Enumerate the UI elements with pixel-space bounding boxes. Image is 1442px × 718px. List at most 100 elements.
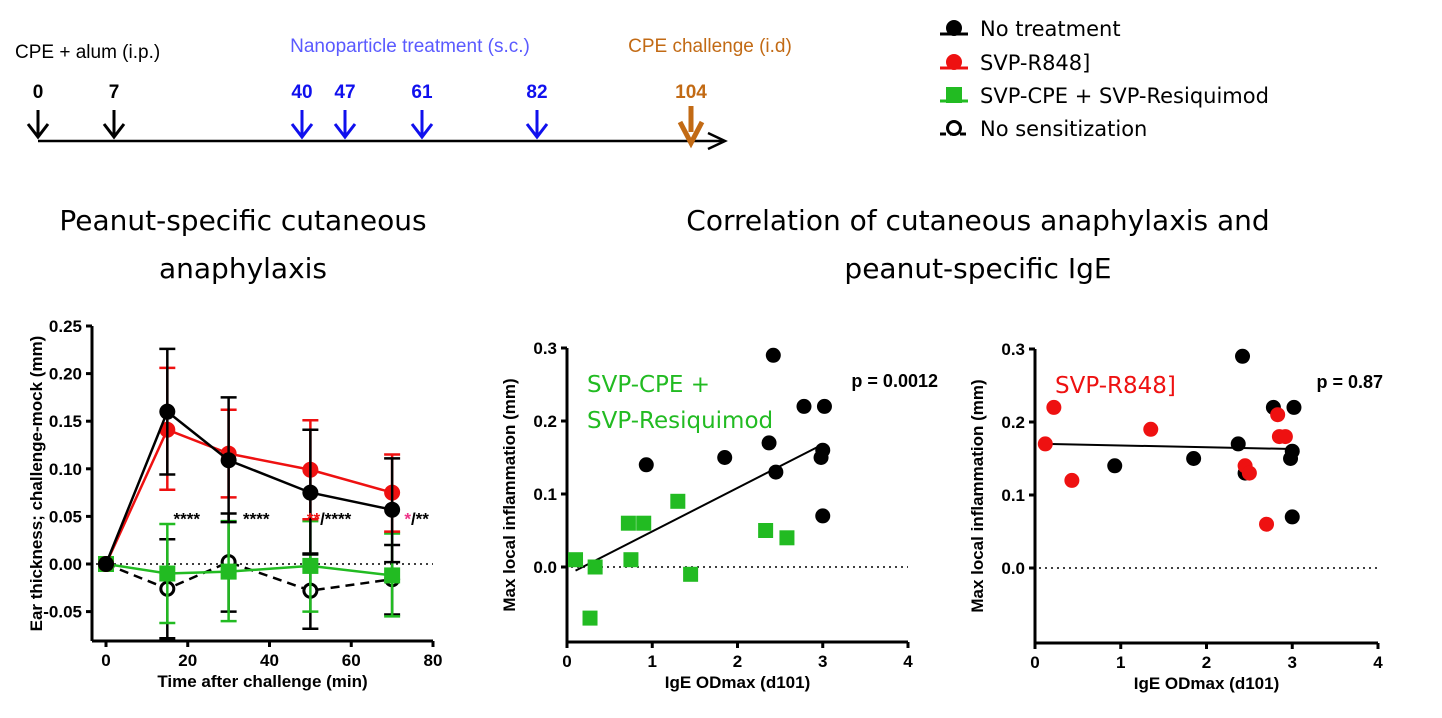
- data-point: [1107, 458, 1123, 474]
- legend-label: No treatment: [980, 17, 1121, 41]
- x-tick-label: 0: [101, 651, 110, 670]
- group-label: SVP-CPE +: [587, 372, 710, 398]
- right-title-line-2: peanut-specific IgE: [844, 252, 1111, 285]
- y-axis-label: Ear thickness; challenge-mock (mm): [27, 336, 46, 632]
- correlation-chart-svp-r848: 0.0 0.1 0.2 0.3 0 1 2 3 4 IgE ODmax (d101) Max loc…: [968, 340, 1383, 693]
- data-point: [1270, 407, 1286, 423]
- y-tick-label: -0.05: [43, 603, 82, 622]
- significance-part: /**: [411, 509, 429, 528]
- data-point: [1284, 443, 1300, 459]
- legend: No treatment SVP-R848] SVP-CPE + SVP-Resiq…: [940, 17, 1269, 141]
- x-tick-label: 80: [424, 651, 443, 670]
- data-point: [779, 530, 795, 546]
- y-axis-label: Max local inflammation (mm): [968, 379, 987, 612]
- treatment-arrowhead-icon: [410, 123, 434, 140]
- x-tick-label: 0: [1030, 653, 1039, 672]
- data-point: [1277, 429, 1293, 445]
- data-point: [587, 559, 603, 575]
- data-point: [1186, 451, 1202, 466]
- data-point: [220, 452, 237, 469]
- x-tick-label: 2: [1202, 653, 1211, 672]
- x-tick-label: 1: [1116, 653, 1125, 672]
- significance-annotation: ****: [243, 509, 270, 528]
- legend-label: SVP-CPE + SVP-Resiquimod: [980, 84, 1269, 108]
- data-point: [1046, 399, 1062, 415]
- left-title-line-1: Peanut-specific cutaneous: [59, 204, 426, 237]
- data-point: [623, 552, 639, 568]
- day-label-47: 47: [334, 82, 355, 103]
- x-tick-label: 60: [342, 651, 361, 670]
- significance-part: *: [404, 509, 411, 528]
- y-tick-label: 0.25: [49, 317, 82, 336]
- x-tick-label: 0: [562, 652, 571, 671]
- series-line: [105, 562, 393, 577]
- series-line: [104, 409, 393, 565]
- x-tick-label: 4: [903, 652, 913, 671]
- x-tick-label: 1: [648, 652, 657, 671]
- significance-annotation: */**: [404, 509, 429, 528]
- data-point: [816, 398, 832, 414]
- data-point: [636, 515, 652, 531]
- data-point: [384, 501, 401, 518]
- treatment-label: Nanoparticle treatment (s.c.): [290, 36, 530, 57]
- y-tick-label: 0.0: [1001, 559, 1025, 578]
- right-title: Correlation of cutaneous anaphylaxis and…: [686, 204, 1269, 285]
- data-point: [638, 457, 654, 473]
- data-point: [159, 565, 176, 582]
- y-tick-label: 0.1: [1001, 486, 1025, 505]
- p-value-label: p = 0.87: [1316, 372, 1383, 392]
- series-svp-cpe-svp-resiquimod: [98, 519, 401, 625]
- significance-part: /****: [320, 509, 352, 528]
- data-point: [717, 450, 733, 465]
- y-tick-label: 0.3: [533, 339, 557, 358]
- group-label: SVP-R848]: [1055, 373, 1176, 399]
- data-point: [302, 557, 319, 574]
- data-point: [98, 556, 114, 572]
- data-point: [302, 484, 319, 501]
- data-point: [1235, 348, 1251, 364]
- timeline-arrowhead: [707, 131, 728, 151]
- significance-annotation: ****: [174, 509, 201, 528]
- group-label: SVP-Resiquimod: [587, 408, 773, 434]
- data-point: [620, 515, 636, 531]
- day-label-0: 0: [33, 82, 44, 103]
- series-no-treatment: [638, 347, 832, 524]
- data-point: [1064, 472, 1080, 488]
- regression-line: [575, 443, 824, 572]
- x-axis-label: IgE ODmax (d101): [665, 673, 811, 692]
- significance-part: ****: [174, 509, 201, 528]
- left-title: Peanut-specific cutaneous anaphylaxis: [59, 204, 426, 285]
- data-point: [670, 493, 686, 509]
- timeline: CPE + alum (i.p.) Nanoparticle treatment…: [15, 36, 792, 151]
- x-tick-label: 3: [1288, 653, 1297, 672]
- sensitization-arrowhead-icon: [102, 123, 126, 140]
- y-tick-label: 0.2: [533, 412, 557, 431]
- legend-label: SVP-R848]: [980, 51, 1090, 75]
- x-tick-label: 2: [733, 652, 742, 671]
- challenge-label: CPE challenge (i.d): [628, 36, 792, 57]
- challenge-arrowhead-icon: [677, 120, 705, 149]
- series-line: [105, 560, 393, 592]
- series-no-treatment: [98, 347, 401, 572]
- day-label-40: 40: [291, 82, 312, 103]
- p-value-label: p = 0.0012: [851, 371, 938, 391]
- x-tick-label: 4: [1373, 653, 1383, 672]
- data-point: [220, 563, 237, 580]
- y-tick-label: 0.0: [533, 558, 557, 577]
- data-point: [815, 442, 831, 458]
- y-tick-label: 0.15: [49, 412, 82, 431]
- left-title-line-2: anaphylaxis: [159, 252, 327, 285]
- y-tick-label: 0.00: [49, 555, 82, 574]
- data-point: [1284, 509, 1300, 525]
- data-point: [683, 566, 699, 582]
- x-tick-label: 20: [178, 651, 197, 670]
- data-point: [815, 508, 831, 524]
- data-point: [796, 398, 812, 414]
- y-tick-label: 0.2: [1001, 413, 1025, 432]
- right-title-line-1: Correlation of cutaneous anaphylaxis and: [686, 204, 1269, 237]
- y-tick-label: 0.20: [49, 365, 82, 384]
- data-point: [1143, 421, 1159, 437]
- series-svp-r848-: [1037, 399, 1293, 532]
- y-tick-label: 0.10: [49, 460, 82, 479]
